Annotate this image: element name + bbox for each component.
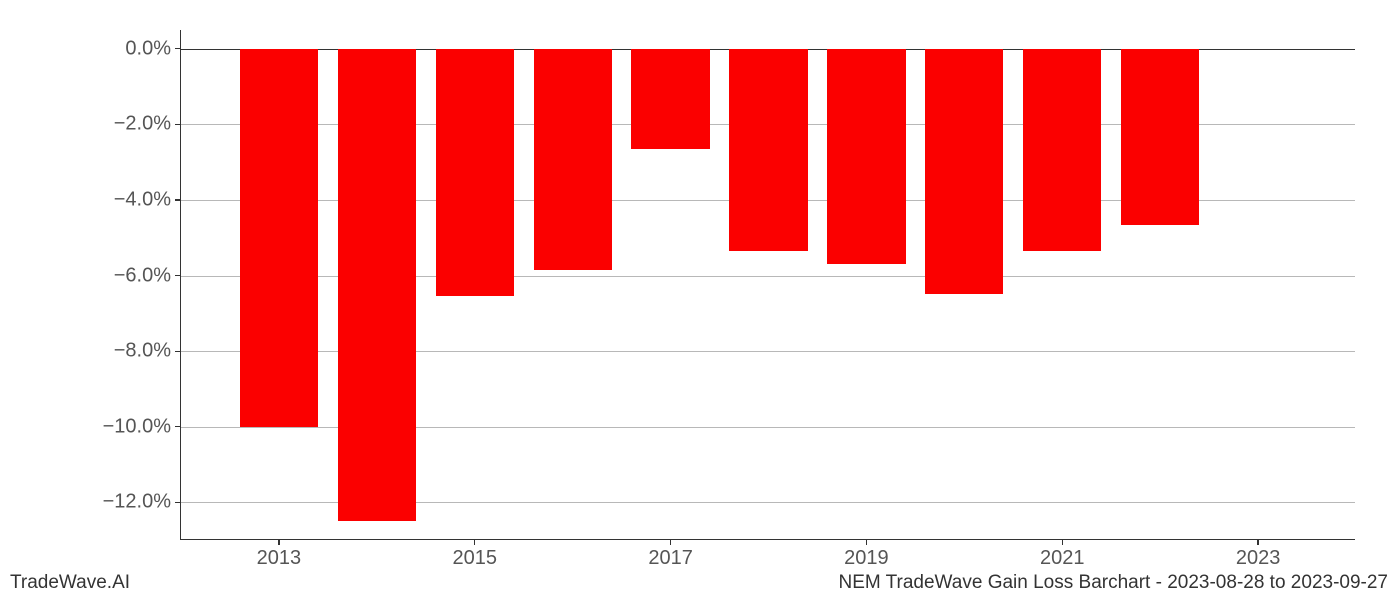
y-tick-mark — [175, 502, 181, 503]
y-tick-mark — [175, 275, 181, 276]
x-tick-mark — [278, 539, 279, 545]
bar-2018 — [729, 49, 807, 251]
bar-2016 — [534, 49, 612, 270]
x-tick-mark — [866, 539, 867, 545]
bar-2020 — [925, 49, 1003, 295]
y-tick-label: −2.0% — [114, 113, 181, 136]
y-tick-mark — [175, 48, 181, 49]
y-tick-mark — [175, 351, 181, 352]
y-tick-mark — [175, 124, 181, 125]
y-tick-label: −10.0% — [103, 415, 181, 438]
y-tick-mark — [175, 199, 181, 200]
bar-2014 — [338, 49, 416, 521]
bar-2022 — [1121, 49, 1199, 225]
footer-left-branding: TradeWave.AI — [10, 572, 130, 594]
y-tick-label: −6.0% — [114, 264, 181, 287]
bar-2021 — [1023, 49, 1101, 251]
y-tick-label: 0.0% — [125, 37, 181, 60]
x-tick-mark — [1257, 539, 1258, 545]
y-tick-mark — [175, 426, 181, 427]
y-tick-label: −8.0% — [114, 340, 181, 363]
x-tick-mark — [670, 539, 671, 545]
chart-container: 0.0%−2.0%−4.0%−6.0%−8.0%−10.0%−12.0%2013… — [180, 30, 1355, 540]
bar-2019 — [827, 49, 905, 264]
y-tick-label: −4.0% — [114, 189, 181, 212]
bar-2013 — [240, 49, 318, 427]
x-tick-mark — [1062, 539, 1063, 545]
y-tick-label: −12.0% — [103, 491, 181, 514]
footer-right-caption: NEM TradeWave Gain Loss Barchart - 2023-… — [838, 572, 1388, 594]
bar-2017 — [631, 49, 709, 149]
plot-area: 0.0%−2.0%−4.0%−6.0%−8.0%−10.0%−12.0%2013… — [180, 30, 1355, 540]
bar-2015 — [436, 49, 514, 296]
x-tick-mark — [474, 539, 475, 545]
